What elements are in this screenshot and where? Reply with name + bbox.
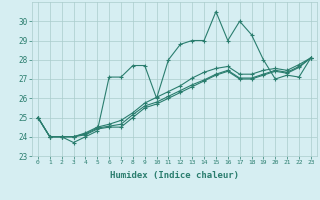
X-axis label: Humidex (Indice chaleur): Humidex (Indice chaleur): [110, 171, 239, 180]
